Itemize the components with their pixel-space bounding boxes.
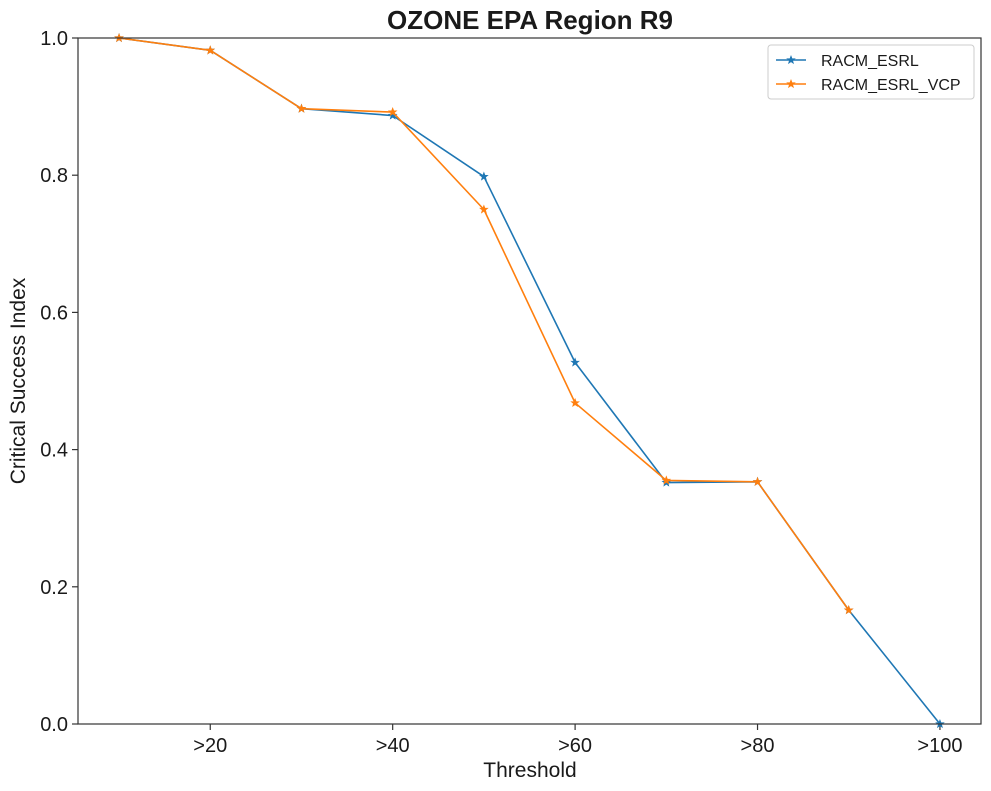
series-racm-esrl-vcp xyxy=(114,32,854,615)
x-tick-label: >60 xyxy=(558,735,592,757)
x-tick-label: >80 xyxy=(741,735,775,757)
chart-title: OZONE EPA Region R9 xyxy=(387,5,673,35)
x-tick-label: >100 xyxy=(917,735,962,757)
legend-marker xyxy=(786,54,796,65)
legend-label: RACM_ESRL_VCP xyxy=(821,77,961,94)
y-tick-label: 0.8 xyxy=(40,165,68,187)
x-tick-label: >20 xyxy=(193,735,227,757)
data-point xyxy=(843,605,854,615)
y-axis-label: Critical Success Index xyxy=(7,277,30,484)
data-point xyxy=(205,45,216,55)
data-point xyxy=(296,103,307,113)
legend-label: RACM_ESRL xyxy=(821,53,919,70)
x-axis: >20 >40 >60 >80 >100 xyxy=(193,724,962,757)
legend: RACM_ESRL RACM_ESRL_VCP xyxy=(767,44,975,100)
legend-box xyxy=(767,44,975,100)
plot-frame xyxy=(77,37,982,725)
y-tick-label: 1.0 xyxy=(40,28,68,50)
data-point xyxy=(479,171,489,181)
data-point xyxy=(479,204,489,214)
legend-marker xyxy=(786,78,796,89)
y-tick-label: 0.6 xyxy=(40,302,68,324)
x-tick-label: >40 xyxy=(376,735,410,757)
data-point xyxy=(570,397,580,408)
series-line xyxy=(118,37,941,725)
series-line xyxy=(118,37,850,611)
y-tick-label: 0.4 xyxy=(40,440,68,462)
x-axis-label: Threshold xyxy=(483,759,576,782)
y-tick-label: 0.0 xyxy=(40,714,68,736)
data-point xyxy=(387,107,398,117)
plot-series xyxy=(114,32,945,729)
series-racm-esrl xyxy=(114,32,945,729)
data-point xyxy=(570,357,580,367)
data-point xyxy=(661,475,672,485)
y-tick-label: 0.2 xyxy=(40,577,68,599)
data-point xyxy=(752,476,763,486)
y-axis: 0.0 0.2 0.4 0.6 0.8 1.0 xyxy=(40,28,78,736)
